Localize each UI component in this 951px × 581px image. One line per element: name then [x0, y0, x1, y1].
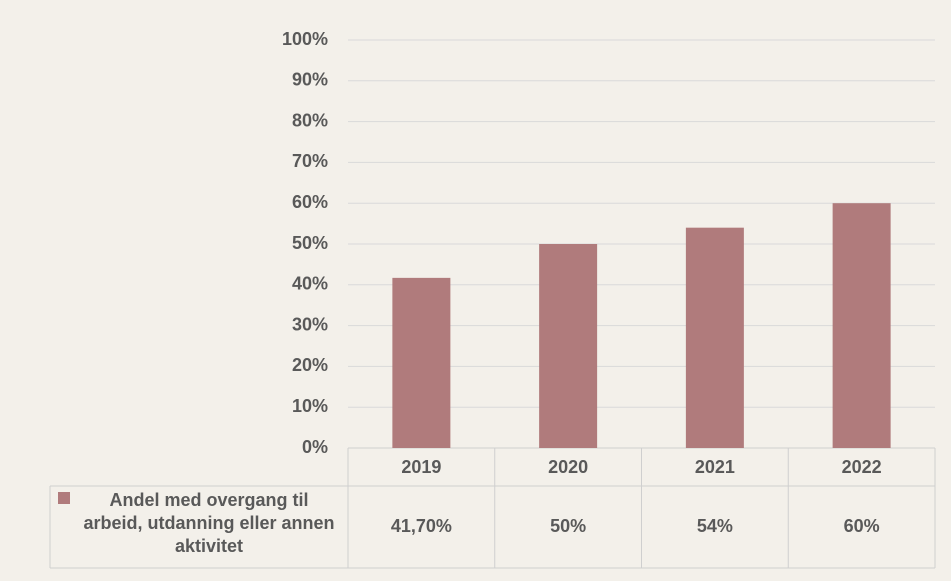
bar	[685, 227, 744, 448]
legend-label: Andel med overgang til arbeid, utdanning…	[83, 490, 335, 556]
table-value: 50%	[550, 516, 586, 536]
x-tick-label: 2021	[695, 457, 735, 477]
y-tick-label: 60%	[292, 192, 328, 212]
bar	[539, 244, 598, 448]
table-value: 60%	[844, 516, 880, 536]
x-tick-label: 2020	[548, 457, 588, 477]
x-tick-label: 2019	[401, 457, 441, 477]
y-tick-label: 70%	[292, 151, 328, 171]
table-value: 41,70%	[391, 516, 452, 536]
y-tick-label: 30%	[292, 314, 328, 334]
legend-key	[58, 492, 70, 504]
y-tick-label: 10%	[292, 396, 328, 416]
y-tick-label: 40%	[292, 274, 328, 294]
y-tick-label: 50%	[292, 233, 328, 253]
y-tick-label: 20%	[292, 355, 328, 375]
legend-cell: Andel med overgang til arbeid, utdanning…	[83, 490, 335, 556]
y-tick-label: 90%	[292, 70, 328, 90]
bar	[392, 277, 451, 448]
y-tick-label: 80%	[292, 110, 328, 130]
y-tick-label: 100%	[282, 29, 328, 49]
table-value: 54%	[697, 516, 733, 536]
x-tick-label: 2022	[842, 457, 882, 477]
y-tick-label: 0%	[302, 437, 328, 457]
bar	[832, 203, 891, 448]
